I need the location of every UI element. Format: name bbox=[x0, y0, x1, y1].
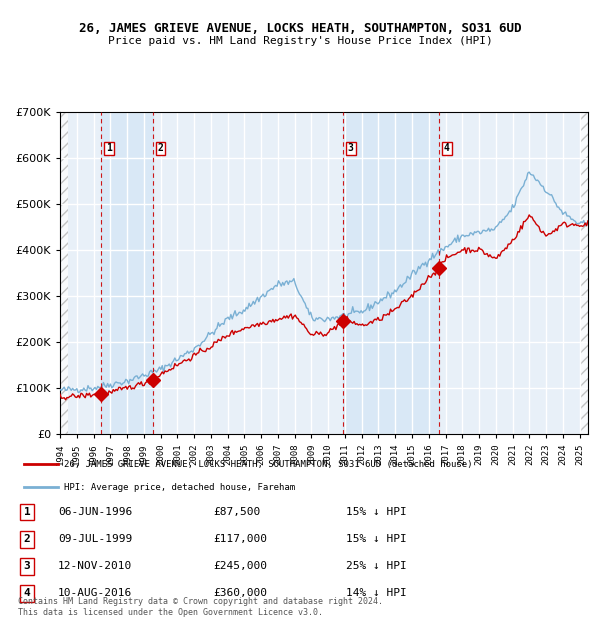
Text: 10-AUG-2016: 10-AUG-2016 bbox=[58, 588, 133, 598]
Text: 15% ↓ HPI: 15% ↓ HPI bbox=[346, 507, 407, 517]
Text: HPI: Average price, detached house, Fareham: HPI: Average price, detached house, Fare… bbox=[64, 483, 295, 492]
Text: 1: 1 bbox=[106, 143, 112, 153]
Text: 09-JUL-1999: 09-JUL-1999 bbox=[58, 534, 133, 544]
Text: Price paid vs. HM Land Registry's House Price Index (HPI): Price paid vs. HM Land Registry's House … bbox=[107, 36, 493, 46]
Bar bbox=[580, 112, 588, 434]
Text: 14% ↓ HPI: 14% ↓ HPI bbox=[346, 588, 407, 598]
Text: 06-JUN-1996: 06-JUN-1996 bbox=[58, 507, 133, 517]
Text: 3: 3 bbox=[348, 143, 353, 153]
Bar bbox=[60, 112, 68, 434]
Text: 2: 2 bbox=[23, 534, 30, 544]
Bar bbox=[343, 112, 439, 434]
Text: 12-NOV-2010: 12-NOV-2010 bbox=[58, 561, 133, 572]
Text: 4: 4 bbox=[23, 588, 30, 598]
Text: Contains HM Land Registry data © Crown copyright and database right 2024.
This d: Contains HM Land Registry data © Crown c… bbox=[18, 598, 383, 617]
Text: 15% ↓ HPI: 15% ↓ HPI bbox=[346, 534, 407, 544]
Text: 25% ↓ HPI: 25% ↓ HPI bbox=[346, 561, 407, 572]
Text: 4: 4 bbox=[444, 143, 450, 153]
Text: 2: 2 bbox=[158, 143, 163, 153]
Text: £245,000: £245,000 bbox=[214, 561, 268, 572]
Text: 26, JAMES GRIEVE AVENUE, LOCKS HEATH, SOUTHAMPTON, SO31 6UD: 26, JAMES GRIEVE AVENUE, LOCKS HEATH, SO… bbox=[79, 22, 521, 35]
Text: 3: 3 bbox=[23, 561, 30, 572]
Text: 26, JAMES GRIEVE AVENUE, LOCKS HEATH, SOUTHAMPTON, SO31 6UD (detached house): 26, JAMES GRIEVE AVENUE, LOCKS HEATH, SO… bbox=[64, 459, 472, 469]
Bar bbox=[60, 112, 68, 434]
Text: £117,000: £117,000 bbox=[214, 534, 268, 544]
Bar bbox=[101, 112, 152, 434]
Text: £87,500: £87,500 bbox=[214, 507, 261, 517]
Text: £360,000: £360,000 bbox=[214, 588, 268, 598]
Text: 1: 1 bbox=[23, 507, 30, 517]
